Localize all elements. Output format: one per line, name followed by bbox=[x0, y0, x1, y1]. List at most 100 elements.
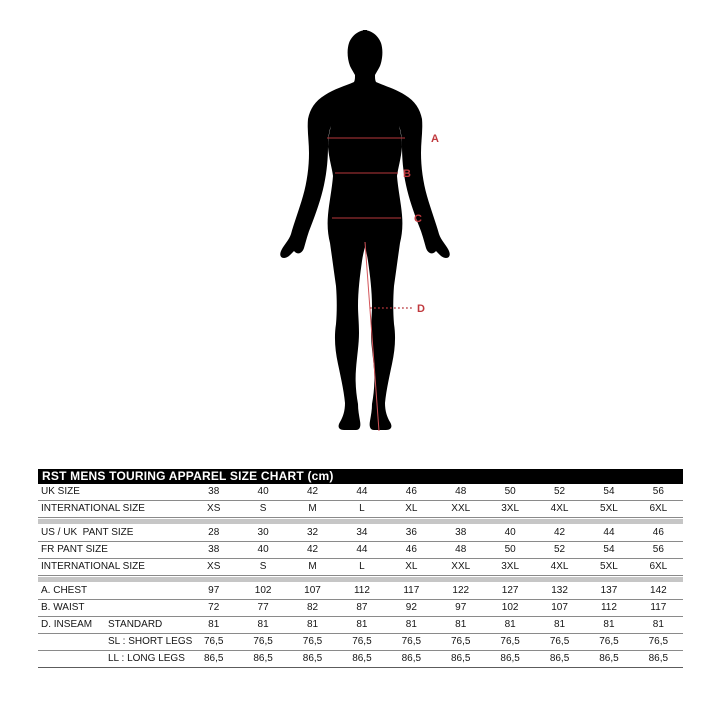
size-cell: 86,5 bbox=[648, 653, 669, 664]
size-cell: 102 bbox=[254, 585, 272, 596]
size-cell: 46 bbox=[652, 527, 664, 538]
size-cell: 42 bbox=[306, 486, 319, 497]
size-cell: 76,5 bbox=[549, 636, 570, 647]
size-cell: 81 bbox=[504, 619, 516, 630]
size-cell: 3XL bbox=[501, 503, 520, 514]
size-cell: 56 bbox=[652, 544, 664, 555]
table-group-separator bbox=[38, 519, 683, 524]
size-cell: 86,5 bbox=[253, 653, 273, 664]
size-cell: 76,5 bbox=[352, 636, 372, 647]
row-label: US / UK PANT SIZE bbox=[41, 527, 134, 538]
size-cell: 46 bbox=[405, 486, 417, 497]
row-label-cell: A. CHEST bbox=[38, 583, 189, 599]
body-measurement-figure: A B C D bbox=[275, 25, 455, 435]
size-cell: 81 bbox=[553, 619, 566, 630]
size-cell: 132 bbox=[551, 585, 568, 596]
size-cell: 107 bbox=[551, 602, 568, 613]
row-label-cell: US / UK PANT SIZE bbox=[38, 525, 189, 541]
row-label: FR PANT SIZE bbox=[41, 544, 108, 555]
row-sublabel: SL : SHORT LEGS bbox=[108, 636, 193, 647]
size-cell: 81 bbox=[257, 619, 269, 630]
table-row: LL : LONG LEGS 86,5 86,5 86,5 86,5 86,5 86,5 86… bbox=[38, 651, 683, 668]
size-cell: 127 bbox=[501, 585, 519, 596]
size-cell: XXL bbox=[451, 561, 471, 572]
size-cell: XXL bbox=[451, 503, 471, 514]
row-sublabel: STANDARD bbox=[108, 619, 163, 630]
size-cell: 86,5 bbox=[599, 653, 619, 664]
row-sublabel: LL : LONG LEGS bbox=[108, 653, 185, 664]
size-cell: 52 bbox=[553, 486, 566, 497]
size-cell: 107 bbox=[304, 585, 321, 596]
size-cell: 44 bbox=[356, 486, 368, 497]
size-cell: 97 bbox=[455, 602, 467, 613]
table-row: D. INSEAM STANDARD 81 81 81 81 81 81 81 81 81 81 bbox=[38, 617, 683, 634]
size-cell: 50 bbox=[504, 486, 516, 497]
size-cell: 86,5 bbox=[451, 653, 471, 664]
size-cell: 86,5 bbox=[549, 653, 570, 664]
size-cell: 86,5 bbox=[500, 653, 520, 664]
row-label-cell: LL : LONG LEGS bbox=[38, 651, 189, 667]
size-cell: 76,5 bbox=[451, 636, 471, 647]
size-cell: S bbox=[259, 561, 267, 572]
size-cell: 40 bbox=[257, 544, 269, 555]
size-cell: 28 bbox=[208, 527, 220, 538]
size-cell: 48 bbox=[455, 486, 467, 497]
figure-svg: A B C D bbox=[280, 30, 450, 432]
size-cell: 38 bbox=[208, 486, 220, 497]
table-title: RST MENS TOURING APPAREL SIZE CHART (cm) bbox=[38, 469, 683, 484]
size-cell: 3XL bbox=[501, 561, 520, 572]
table-row: UK SIZE 38 40 42 44 46 48 50 52 54 56 bbox=[38, 484, 683, 501]
size-cell: 122 bbox=[452, 585, 470, 596]
table-row: A. CHEST 97 102 107 112 117 122 127 132 137 142 bbox=[38, 583, 683, 600]
size-cell: 44 bbox=[356, 544, 368, 555]
size-cell: S bbox=[259, 503, 267, 514]
size-cell: 86,5 bbox=[352, 653, 372, 664]
row-label: D. INSEAM bbox=[41, 619, 93, 630]
size-cell: 48 bbox=[455, 544, 467, 555]
size-cell: 81 bbox=[652, 619, 664, 630]
size-cell: 76,5 bbox=[648, 636, 669, 647]
size-cell: XL bbox=[405, 503, 418, 514]
size-cell: 117 bbox=[403, 585, 420, 596]
size-cell: 46 bbox=[405, 544, 417, 555]
size-cell: 38 bbox=[208, 544, 220, 555]
size-cell: 76,5 bbox=[500, 636, 520, 647]
size-cell: XL bbox=[405, 561, 418, 572]
size-cell: 76,5 bbox=[253, 636, 273, 647]
row-label-cell: D. INSEAM STANDARD bbox=[38, 617, 189, 633]
size-cell: 76,5 bbox=[203, 636, 224, 647]
size-cell: 5XL bbox=[600, 561, 618, 572]
size-cell: 44 bbox=[603, 527, 615, 538]
size-cell: 4XL bbox=[550, 503, 569, 514]
size-cell: 137 bbox=[600, 585, 618, 596]
row-label-cell: UK SIZE bbox=[38, 484, 189, 500]
row-label-cell: INTERNATIONAL SIZE bbox=[38, 501, 189, 517]
size-cell: 40 bbox=[504, 527, 516, 538]
size-cell: 92 bbox=[405, 602, 417, 613]
table-body: UK SIZE 38 40 42 44 46 48 50 52 54 56 INTERNATIONAL… bbox=[38, 484, 683, 668]
size-cell: 42 bbox=[306, 544, 319, 555]
size-cell: 86,5 bbox=[401, 653, 422, 664]
size-cell: 54 bbox=[603, 544, 615, 555]
size-cell: 76,5 bbox=[599, 636, 619, 647]
size-cell: 40 bbox=[257, 486, 269, 497]
size-cell: 42 bbox=[553, 527, 566, 538]
size-cell: 117 bbox=[650, 602, 667, 613]
row-label-cell: INTERNATIONAL SIZE bbox=[38, 559, 189, 575]
size-cell: 54 bbox=[603, 486, 615, 497]
size-cell: 38 bbox=[455, 527, 467, 538]
row-label-cell: FR PANT SIZE bbox=[38, 542, 189, 558]
table-row: B. WAIST 72 77 82 87 92 97 102 107 112 117 bbox=[38, 600, 683, 617]
marker-b-label: B bbox=[403, 168, 411, 180]
size-cell: 81 bbox=[208, 619, 220, 630]
size-cell: 82 bbox=[306, 602, 319, 613]
row-label: UK SIZE bbox=[41, 486, 80, 497]
table-row: US / UK PANT SIZE 28 30 32 34 36 38 40 42 44 46 bbox=[38, 525, 683, 542]
silhouette-right-half bbox=[363, 30, 450, 430]
size-cell: 4XL bbox=[550, 561, 569, 572]
size-cell: 6XL bbox=[649, 561, 668, 572]
figure-silhouette bbox=[280, 30, 450, 430]
size-cell: XS bbox=[207, 561, 221, 572]
inseam-line-d bbox=[364, 241, 380, 432]
size-cell: 34 bbox=[356, 527, 368, 538]
